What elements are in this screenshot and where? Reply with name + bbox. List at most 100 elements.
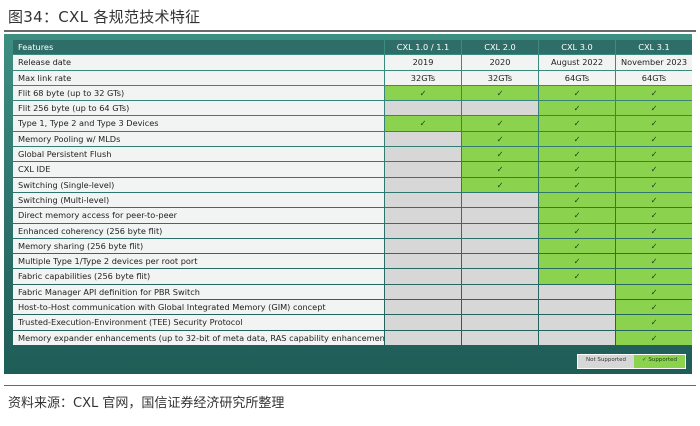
header-cxl-3-1: CXL 3.1: [616, 40, 692, 55]
supported-cell: ✓: [462, 116, 538, 131]
not-supported-cell: [385, 300, 461, 315]
not-supported-cell: [462, 284, 538, 300]
supported-cell: ✓: [462, 131, 538, 147]
not-supported-cell: [462, 269, 538, 284]
checkmark-icon: ✓: [650, 271, 658, 282]
table-row: Switching (Single-level) ✓ ✓ ✓: [13, 177, 692, 192]
value-cell: 64GTs: [539, 70, 615, 85]
not-supported-cell: [462, 315, 538, 330]
table-row: Global Persistent Flush ✓ ✓ ✓: [13, 147, 692, 162]
table-row: Host-to-Host communication with Global I…: [13, 300, 692, 315]
not-supported-cell: [385, 192, 461, 208]
supported-cell: ✓: [616, 101, 692, 116]
checkmark-icon: ✓: [650, 302, 658, 313]
checkmark-icon: ✓: [573, 118, 581, 129]
checkmark-icon: ✓: [650, 225, 658, 236]
table-row: Enhanced coherency (256 byte flit) ✓ ✓: [13, 223, 692, 238]
feature-label: Host-to-Host communication with Global I…: [13, 300, 384, 315]
feature-label: Release date: [13, 55, 384, 70]
feature-label: Global Persistent Flush: [13, 147, 384, 162]
supported-cell: ✓: [462, 147, 538, 162]
supported-cell: ✓: [616, 330, 692, 345]
not-supported-cell: [462, 330, 538, 345]
value-cell: August 2022: [539, 55, 615, 70]
checkmark-icon: ✓: [496, 87, 504, 98]
supported-cell: ✓: [539, 208, 615, 223]
feature-label: Memory expander enhancements (up to 32-b…: [13, 330, 384, 345]
checkmark-icon: ✓: [573, 103, 581, 114]
table-row: Release date 2019 2020 August 2022 November …: [13, 55, 692, 70]
table-row: Switching (Multi-level) ✓ ✓: [13, 192, 692, 208]
not-supported-cell: [385, 254, 461, 269]
table-row: Flit 68 byte (up to 32 GTs) ✓ ✓ ✓ ✓: [13, 85, 692, 101]
checkmark-icon: ✓: [650, 103, 658, 114]
not-supported-cell: [385, 147, 461, 162]
source-note: 资料来源：CXL 官网，国信证券经济研究所整理: [8, 396, 285, 411]
not-supported-cell: [385, 315, 461, 330]
value-cell: 2020: [462, 55, 538, 70]
supported-cell: ✓: [539, 116, 615, 131]
checkmark-icon: ✓: [573, 225, 581, 236]
header-features: Features: [13, 40, 384, 55]
not-supported-cell: [462, 208, 538, 223]
not-supported-cell: [385, 330, 461, 345]
checkmark-icon: ✓: [650, 256, 658, 267]
checkmark-icon: ✓: [650, 317, 658, 328]
supported-cell: ✓: [616, 300, 692, 315]
feature-label: Multiple Type 1/Type 2 devices per root …: [13, 254, 384, 269]
not-supported-cell: [462, 254, 538, 269]
checkmark-icon: ✓: [650, 133, 658, 144]
checkmark-icon: ✓: [573, 256, 581, 267]
not-supported-cell: [385, 284, 461, 300]
table-body: Release date 2019 2020 August 2022 November …: [13, 55, 692, 345]
not-supported-cell: [462, 223, 538, 238]
feature-label: Flit 256 byte (up to 64 GTs): [13, 101, 384, 116]
supported-cell: ✓: [616, 162, 692, 177]
checkmark-icon: ✓: [650, 179, 658, 190]
checkmark-icon: ✓: [573, 194, 581, 205]
checkmark-icon: ✓: [650, 118, 658, 129]
not-supported-cell: [385, 177, 461, 192]
checkmark-icon: ✓: [573, 240, 581, 251]
table-row: Fabric Manager API definition for PBR Sw…: [13, 284, 692, 300]
supported-cell: ✓: [616, 238, 692, 254]
legend: Not Supported ✓ Supported: [577, 354, 686, 369]
table-row: Multiple Type 1/Type 2 devices per root …: [13, 254, 692, 269]
legend-supported: ✓ Supported: [634, 355, 685, 368]
supported-cell: ✓: [539, 177, 615, 192]
checkmark-icon: ✓: [650, 210, 658, 221]
not-supported-cell: [385, 223, 461, 238]
not-supported-cell: [462, 192, 538, 208]
supported-cell: ✓: [539, 131, 615, 147]
supported-cell: ✓: [539, 85, 615, 101]
supported-cell: ✓: [616, 223, 692, 238]
header-cxl-2-0: CXL 2.0: [462, 40, 538, 55]
feature-label: Max link rate: [13, 70, 384, 85]
table-row: Memory sharing (256 byte flit) ✓ ✓: [13, 238, 692, 254]
feature-label: CXL IDE: [13, 162, 384, 177]
supported-cell: ✓: [539, 269, 615, 284]
feature-label: Trusted-Execution-Environment (TEE) Secu…: [13, 315, 384, 330]
not-supported-cell: [385, 269, 461, 284]
supported-cell: ✓: [616, 131, 692, 147]
table-row: Trusted-Execution-Environment (TEE) Secu…: [13, 315, 692, 330]
checkmark-icon: ✓: [573, 133, 581, 144]
table-row: Memory Pooling w/ MLDs ✓ ✓ ✓: [13, 131, 692, 147]
table-row: Type 1, Type 2 and Type 3 Devices ✓ ✓ ✓ ✓: [13, 116, 692, 131]
checkmark-icon: ✓: [650, 240, 658, 251]
table-row: Flit 256 byte (up to 64 GTs) ✓ ✓: [13, 101, 692, 116]
value-cell: November 2023: [616, 55, 692, 70]
supported-cell: ✓: [539, 223, 615, 238]
not-supported-cell: [539, 315, 615, 330]
table-row: Direct memory access for peer-to-peer ✓ ✓: [13, 208, 692, 223]
not-supported-cell: [385, 208, 461, 223]
checkmark-icon: ✓: [573, 87, 581, 98]
feature-label: Flit 68 byte (up to 32 GTs): [13, 85, 384, 101]
supported-cell: ✓: [462, 85, 538, 101]
not-supported-cell: [385, 238, 461, 254]
supported-cell: ✓: [616, 284, 692, 300]
not-supported-cell: [385, 101, 461, 116]
checkmark-icon: ✓: [650, 286, 658, 297]
supported-cell: ✓: [462, 177, 538, 192]
feature-label: Memory sharing (256 byte flit): [13, 238, 384, 254]
